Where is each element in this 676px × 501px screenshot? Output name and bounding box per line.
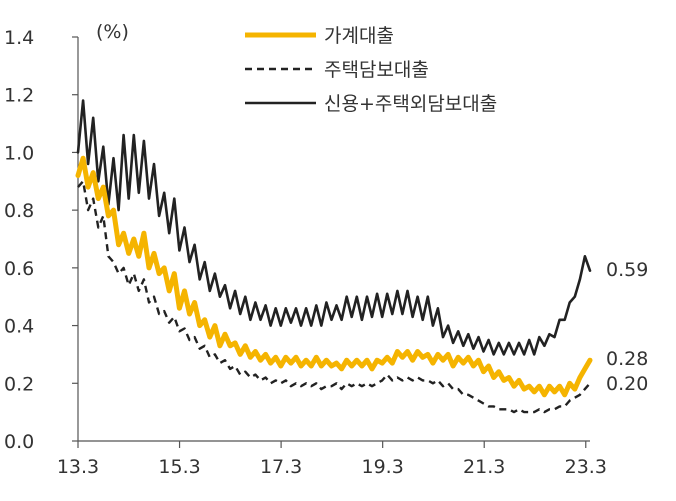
y-tick-label: 0.2: [4, 373, 34, 395]
y-tick-group: 0.0 0.2 0.4 0.6 0.8 1.0 1.2 1.4: [4, 27, 78, 453]
legend-label: 주택담보대출: [324, 59, 429, 81]
end-label-group: 0.28 0.20 0.59: [606, 259, 648, 395]
x-tick-label: 21.3: [463, 456, 505, 478]
x-axis: 13.3 15.3 17.3 19.3 21.3 23.3: [57, 440, 607, 478]
x-tick-label: 19.3: [362, 456, 404, 478]
series-line-mortgage-loans: [77, 180, 591, 414]
y-axis: 0.0 0.2 0.4 0.6 0.8 1.0 1.2 1.4: [4, 27, 79, 453]
series-line-credit-other-loans: [76, 99, 592, 356]
legend-label: 신용+주택외담보대출: [324, 93, 497, 115]
y-tick-label: 1.0: [4, 142, 34, 164]
x-tick-group: 13.3 15.3 17.3 19.3 21.3 23.3: [57, 441, 607, 478]
x-tick-label: 15.3: [158, 456, 200, 478]
y-tick-label: 1.4: [4, 27, 34, 49]
series-layer: [75, 99, 593, 414]
y-tick-label: 0.8: [4, 200, 34, 222]
legend-label: 가계대출: [324, 25, 394, 47]
end-value-label: 0.28: [606, 348, 648, 370]
y-tick-label: 0.6: [4, 258, 34, 280]
y-tick-label: 0.0: [4, 431, 34, 453]
x-tick-label: 17.3: [260, 456, 302, 478]
unit-label: (%): [96, 21, 129, 43]
y-tick-label: 1.2: [4, 85, 34, 107]
end-value-label: 0.20: [606, 373, 648, 395]
x-tick-label: 13.3: [57, 456, 99, 478]
y-tick-label: 0.4: [4, 316, 34, 338]
end-value-label: 0.59: [606, 259, 648, 281]
x-tick-label: 23.3: [565, 456, 607, 478]
series-line-household-loans: [75, 155, 593, 398]
